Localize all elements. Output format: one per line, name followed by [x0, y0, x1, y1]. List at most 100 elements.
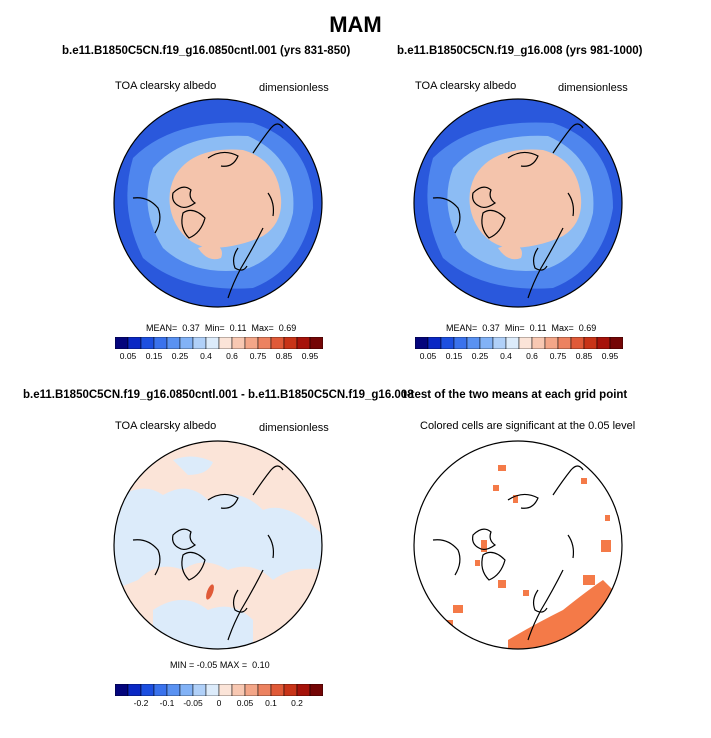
colorbar-swatch — [218, 684, 233, 696]
colorbar-tick-label: 0.2 — [291, 698, 303, 708]
colorbar-tick-label: 0.75 — [249, 351, 267, 361]
colorbar-tick-label: -0.1 — [159, 698, 175, 708]
colorbar-tick-label: 0.1 — [265, 698, 277, 708]
colorbar-swatch — [115, 337, 129, 349]
colorbar-swatch — [609, 337, 623, 349]
colorbar-tick-label: 0.6 — [526, 351, 538, 361]
colorbar-tick-label: 0.4 — [500, 351, 512, 361]
colorbar-swatch — [257, 684, 272, 696]
diff-hotspot — [206, 584, 214, 600]
coastlines — [432, 123, 584, 299]
colorbar-tick-label: 0.75 — [549, 351, 567, 361]
colorbar-swatch — [153, 337, 168, 349]
colorbar-swatch — [231, 684, 246, 696]
colorbar-tick-label: 0.95 — [601, 351, 619, 361]
colorbar-swatch — [270, 337, 285, 349]
colorbar-swatch — [127, 337, 142, 349]
colorbar-swatch — [518, 337, 533, 349]
sea-ice-region — [469, 149, 582, 248]
colorbar-tick-label: 0.05 — [119, 351, 137, 361]
colorbar-swatch — [179, 337, 194, 349]
colorbar-swatch — [283, 684, 298, 696]
panel3-right-label: dimensionless — [259, 422, 329, 434]
sea-ice-region — [169, 149, 282, 248]
colorbar-swatch — [296, 337, 311, 349]
colorbar-swatch — [557, 337, 572, 349]
colorbar-tick-label: 0.15 — [145, 351, 163, 361]
coastlines — [132, 123, 284, 299]
panel3-colorbar — [115, 684, 323, 696]
colorbar-swatch — [505, 337, 520, 349]
colorbar-swatch — [192, 684, 207, 696]
ice-tongue — [498, 243, 522, 260]
colorbar-swatch — [166, 337, 181, 349]
colorbar-swatch — [492, 337, 507, 349]
panel4-case-title: t-test of the two means at each grid poi… — [403, 389, 628, 401]
panel3-colorbar-ticks: -0.2 -0.1 -0.05 0 0.05 0.1 0.2 — [115, 698, 323, 710]
panel3-diff-map — [113, 440, 323, 650]
panel1-colorbar-ticks: 0.05 0.15 0.25 0.4 0.6 0.75 0.85 0.95 — [115, 351, 323, 363]
colorbar-swatch — [244, 337, 259, 349]
colorbar-swatch — [296, 684, 311, 696]
panel2-polar-map — [413, 98, 623, 308]
colorbar-tick-label: -0.2 — [133, 698, 149, 708]
colorbar-swatch — [415, 337, 429, 349]
colorbar-swatch — [205, 337, 220, 349]
colorbar-swatch — [309, 684, 323, 696]
panel2-left-label: TOA clearsky albedo — [415, 80, 517, 92]
panel4-subtitle: Colored cells are significant at the 0.0… — [420, 420, 636, 432]
coastlines — [432, 465, 584, 641]
colorbar-tick-label: 0.15 — [445, 351, 463, 361]
colorbar-tick-label: 0.4 — [200, 351, 212, 361]
colorbar-swatch — [583, 337, 598, 349]
colorbar-swatch — [544, 337, 559, 349]
colorbar-tick-label: 0.6 — [226, 351, 238, 361]
colorbar-tick-label: 0 — [216, 698, 222, 708]
colorbar-swatch — [205, 684, 220, 696]
colorbar-swatch — [140, 337, 155, 349]
colorbar-swatch — [283, 337, 298, 349]
colorbar-swatch — [179, 684, 194, 696]
colorbar-swatch — [257, 337, 272, 349]
panel1-polar-map — [113, 98, 323, 308]
panel4-ttest-map — [413, 440, 623, 650]
colorbar-swatch — [166, 684, 181, 696]
colorbar-swatch — [270, 684, 285, 696]
colorbar-swatch — [140, 684, 155, 696]
panel1-stats: MEAN= 0.37 Min= 0.11 Max= 0.69 — [146, 323, 297, 333]
panel1-case-title: b.e11.B1850C5CN.f19_g16.0850cntl.001 (yr… — [62, 45, 351, 57]
colorbar-swatch — [466, 337, 481, 349]
colorbar-tick-label: 0.25 — [471, 351, 489, 361]
colorbar-swatch — [127, 684, 142, 696]
colorbar-swatch — [309, 337, 323, 349]
panel3-case-title: b.e11.B1850C5CN.f19_g16.0850cntl.001 - b… — [23, 389, 414, 401]
coastlines — [132, 465, 284, 641]
colorbar-tick-label: -0.05 — [183, 698, 203, 708]
colorbar-swatch — [440, 337, 455, 349]
colorbar-swatch — [531, 337, 546, 349]
figure-title: MAM — [329, 12, 382, 37]
colorbar-swatch — [192, 337, 207, 349]
panel2-colorbar-ticks: 0.05 0.15 0.25 0.4 0.6 0.75 0.85 0.95 — [415, 351, 623, 363]
colorbar-swatch — [453, 337, 468, 349]
diff-negative-region-3 — [173, 456, 213, 475]
panel3-left-label: TOA clearsky albedo — [115, 420, 217, 432]
colorbar-tick-label: 0.85 — [575, 351, 593, 361]
panel1-right-label: dimensionless — [259, 82, 329, 94]
ice-tongue — [198, 243, 222, 260]
colorbar-swatch — [244, 684, 259, 696]
colorbar-swatch — [231, 337, 246, 349]
colorbar-swatch — [218, 337, 233, 349]
panel1-colorbar — [115, 337, 323, 349]
colorbar-swatch — [570, 337, 585, 349]
colorbar-swatch — [427, 337, 442, 349]
panel2-right-label: dimensionless — [558, 82, 628, 94]
colorbar-swatch — [115, 684, 129, 696]
colorbar-tick-label: 0.85 — [275, 351, 293, 361]
diff-negative-region — [114, 488, 322, 590]
panel3-stats: MIN = -0.05 MAX = 0.10 — [170, 660, 270, 670]
panel2-colorbar — [415, 337, 623, 349]
colorbar-swatch — [596, 337, 611, 349]
panel1-left-label: TOA clearsky albedo — [115, 80, 217, 92]
colorbar-tick-label: 0.95 — [301, 351, 319, 361]
